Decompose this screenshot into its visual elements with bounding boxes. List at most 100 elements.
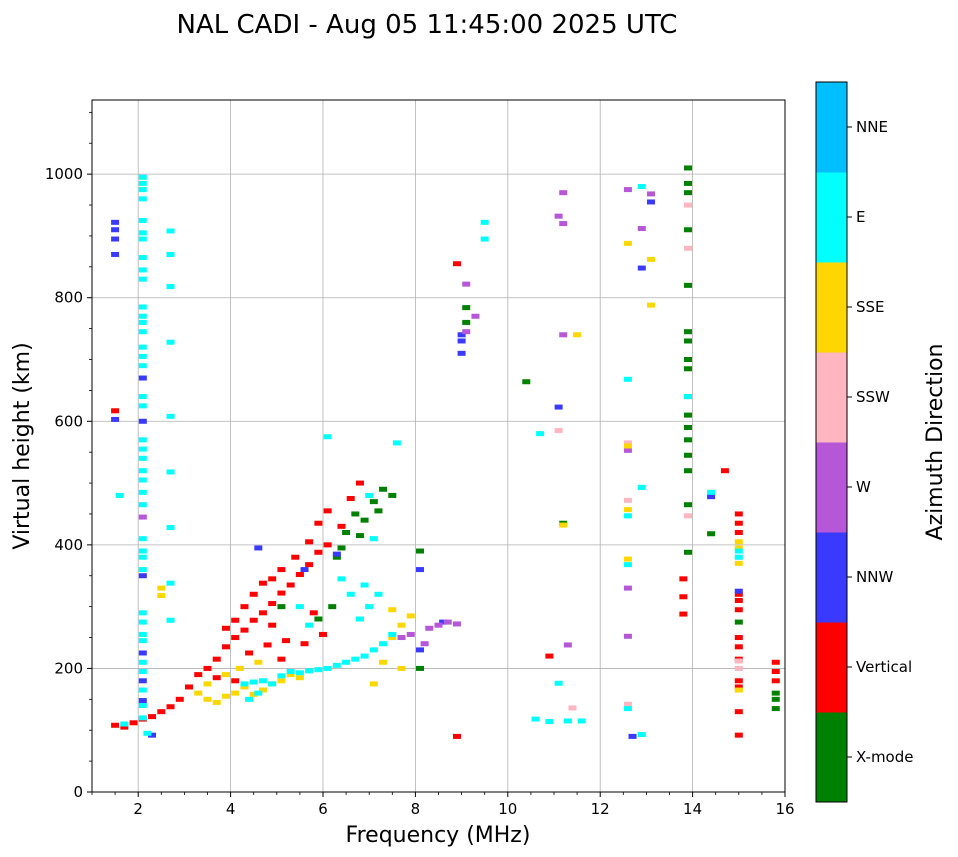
data-point-x-mode <box>379 486 388 492</box>
data-point-x-mode <box>771 696 780 702</box>
data-point-e <box>369 536 378 542</box>
data-point-e <box>138 610 147 616</box>
data-point-vertical <box>268 576 277 582</box>
data-point-vertical <box>355 480 364 486</box>
data-point-nnw <box>457 338 466 344</box>
data-point-vertical <box>249 617 258 623</box>
data-point-e <box>138 276 147 282</box>
data-point-sse <box>212 699 221 705</box>
data-point-sse <box>254 659 263 665</box>
data-point-vertical <box>263 642 272 648</box>
data-point-x-mode <box>314 616 323 622</box>
data-point-e <box>138 174 147 180</box>
data-point-x-mode <box>683 329 692 335</box>
data-point-nnw <box>138 678 147 684</box>
data-point-vertical <box>231 617 240 623</box>
data-point-vertical <box>734 530 743 535</box>
data-point-e <box>295 604 304 610</box>
data-point-e <box>166 251 175 257</box>
data-point-e <box>734 554 743 560</box>
data-point-e <box>138 196 147 202</box>
data-point-e <box>138 403 147 409</box>
y-tick-label: 800 <box>54 289 83 307</box>
data-point-sse <box>623 443 632 449</box>
data-point-e <box>138 468 147 474</box>
data-point-x-mode <box>369 499 378 505</box>
data-point-vertical <box>545 653 554 659</box>
data-point-x-mode <box>328 604 337 610</box>
data-point-e <box>245 696 254 702</box>
data-point-x-mode <box>683 227 692 233</box>
data-point-x-mode <box>355 533 364 539</box>
data-point-ssw <box>623 497 632 503</box>
x-tick-label: 16 <box>775 800 794 818</box>
data-point-vertical <box>314 549 323 555</box>
data-point-vertical <box>221 644 230 650</box>
data-point-ssw <box>568 705 577 711</box>
x-tick-label: 12 <box>591 800 610 818</box>
data-point-ssw <box>734 658 743 664</box>
data-point-vertical <box>734 607 743 613</box>
data-point-vertical <box>291 554 300 560</box>
data-point-vertical <box>300 641 309 647</box>
data-point-sse <box>397 665 406 671</box>
data-point-e <box>138 319 147 325</box>
data-point-sse <box>235 665 244 671</box>
data-point-x-mode <box>683 357 692 362</box>
data-point-e <box>683 394 692 400</box>
data-point-nnw <box>138 375 147 381</box>
data-point-x-mode <box>683 468 692 474</box>
data-point-e <box>342 659 351 665</box>
x-axis-ticks: 2 4 6 8 10 12 14 16 <box>91 792 795 818</box>
data-point-x-mode <box>337 545 346 551</box>
data-point-e <box>305 622 314 628</box>
data-point-ssw <box>683 202 692 208</box>
data-point-x-mode <box>683 338 692 344</box>
data-point-sse <box>203 681 212 687</box>
data-point-w <box>443 619 452 625</box>
data-point-nnw <box>554 404 563 410</box>
data-point-x-mode <box>771 690 780 696</box>
data-point-vertical <box>120 724 129 730</box>
data-point-w <box>452 621 461 627</box>
data-point-e <box>138 180 147 186</box>
data-point-w <box>559 221 568 227</box>
data-point-w <box>623 447 632 453</box>
data-point-w <box>462 281 471 287</box>
data-point-x-mode <box>683 412 692 418</box>
data-point-vertical <box>305 539 314 545</box>
data-point-w <box>462 329 471 335</box>
data-point-e <box>323 434 332 440</box>
data-point-vertical <box>734 644 743 650</box>
colorbar-tick-label: NNE <box>856 118 888 136</box>
data-point-e <box>138 353 147 359</box>
data-point-x-mode <box>683 437 692 443</box>
data-point-e <box>360 653 369 659</box>
data-point-vertical <box>194 672 203 678</box>
data-point-sse <box>258 687 267 693</box>
data-point-sse <box>249 691 258 697</box>
chart-title: NAL CADI - Aug 05 11:45:00 2025 UTC <box>177 10 678 40</box>
x-tick-label: 14 <box>683 800 702 818</box>
data-point-e <box>138 489 147 495</box>
data-point-e <box>138 446 147 452</box>
data-point-vertical <box>277 590 286 596</box>
data-point-w <box>434 622 443 628</box>
data-point-x-mode <box>683 502 692 508</box>
x-tick-label: 6 <box>318 800 328 818</box>
data-marks <box>111 165 780 739</box>
data-point-x-mode <box>360 517 369 523</box>
data-point-e <box>346 591 355 597</box>
data-point-e <box>166 617 175 623</box>
data-point-nnw <box>439 619 448 625</box>
data-point-vertical <box>240 627 249 633</box>
colorbar-label: Azimuth Direction <box>923 343 948 540</box>
data-point-sse <box>623 507 632 513</box>
data-point-nnw <box>138 418 147 424</box>
data-point-e <box>388 631 397 637</box>
data-point-x-mode <box>388 492 397 498</box>
data-point-nnw <box>111 236 120 242</box>
data-point-e <box>577 718 586 724</box>
data-point-w <box>138 514 147 520</box>
y-tick-label: 400 <box>54 536 83 554</box>
